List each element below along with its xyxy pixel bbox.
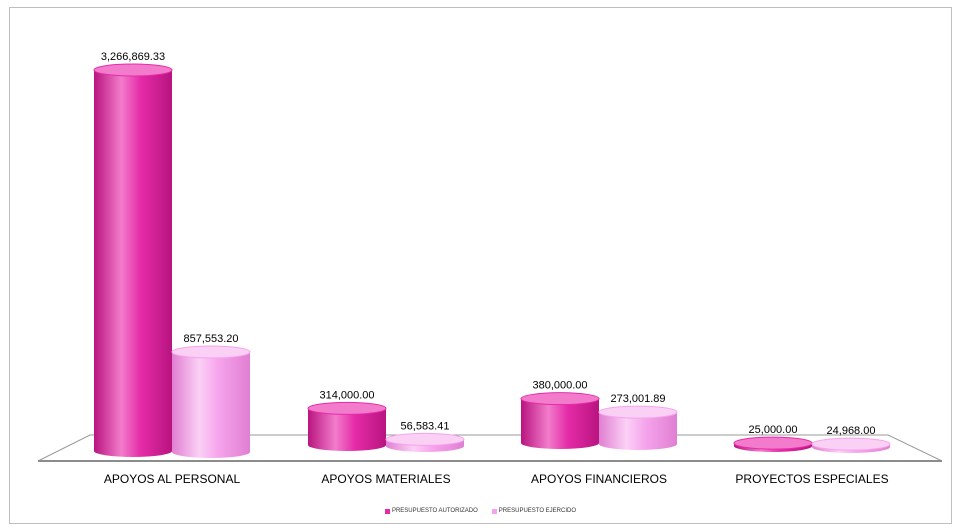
- bar-top-1-2: [598, 405, 678, 419]
- data-label-1-1: 56,583.41: [401, 420, 450, 432]
- bar-0-1: [308, 408, 386, 451]
- category-label-2: APOYOS FINANCIEROS: [531, 472, 667, 486]
- bar-0-2: [521, 398, 599, 449]
- chart-legend: PRESUPUESTO AUTORIZADO PRESUPUESTO EJERC…: [0, 508, 961, 514]
- data-label-0-1: 314,000.00: [319, 389, 374, 401]
- legend-swatch-ejercido: [491, 508, 497, 514]
- data-label-1-0: 857,553.20: [183, 333, 238, 345]
- bar-top-0-3: [733, 436, 813, 450]
- bar-top-1-1: [385, 432, 465, 446]
- legend-label-ejercido: PRESUPUESTO EJERCIDO: [498, 508, 577, 514]
- legend-item-ejercido: PRESUPUESTO EJERCIDO: [491, 508, 577, 514]
- data-label-0-3: 25,000.00: [749, 424, 798, 436]
- bar-top-0-0: [93, 63, 173, 77]
- category-label-1: APOYOS MATERIALES: [321, 472, 450, 486]
- category-label-0: APOYOS AL PERSONAL: [104, 472, 241, 486]
- bar-1-0: [172, 351, 250, 458]
- bar-top-0-2: [520, 392, 600, 406]
- bar-top-0-1: [307, 401, 387, 415]
- data-label-1-3: 24,968.00: [827, 425, 876, 437]
- data-label-0-2: 380,000.00: [532, 380, 587, 392]
- bar-top-1-0: [171, 345, 251, 359]
- legend-item-autorizado: PRESUPUESTO AUTORIZADO: [384, 508, 478, 514]
- bar-0-0: [94, 70, 172, 457]
- category-label-3: PROYECTOS ESPECIALES: [735, 472, 888, 486]
- data-label-1-2: 273,001.89: [610, 393, 665, 405]
- data-label-0-0: 3,266,869.33: [101, 51, 165, 63]
- legend-label-autorizado: PRESUPUESTO AUTORIZADO: [391, 508, 478, 514]
- bar-top-1-3: [811, 437, 891, 451]
- legend-swatch-autorizado: [384, 508, 390, 514]
- bar-1-2: [599, 412, 677, 450]
